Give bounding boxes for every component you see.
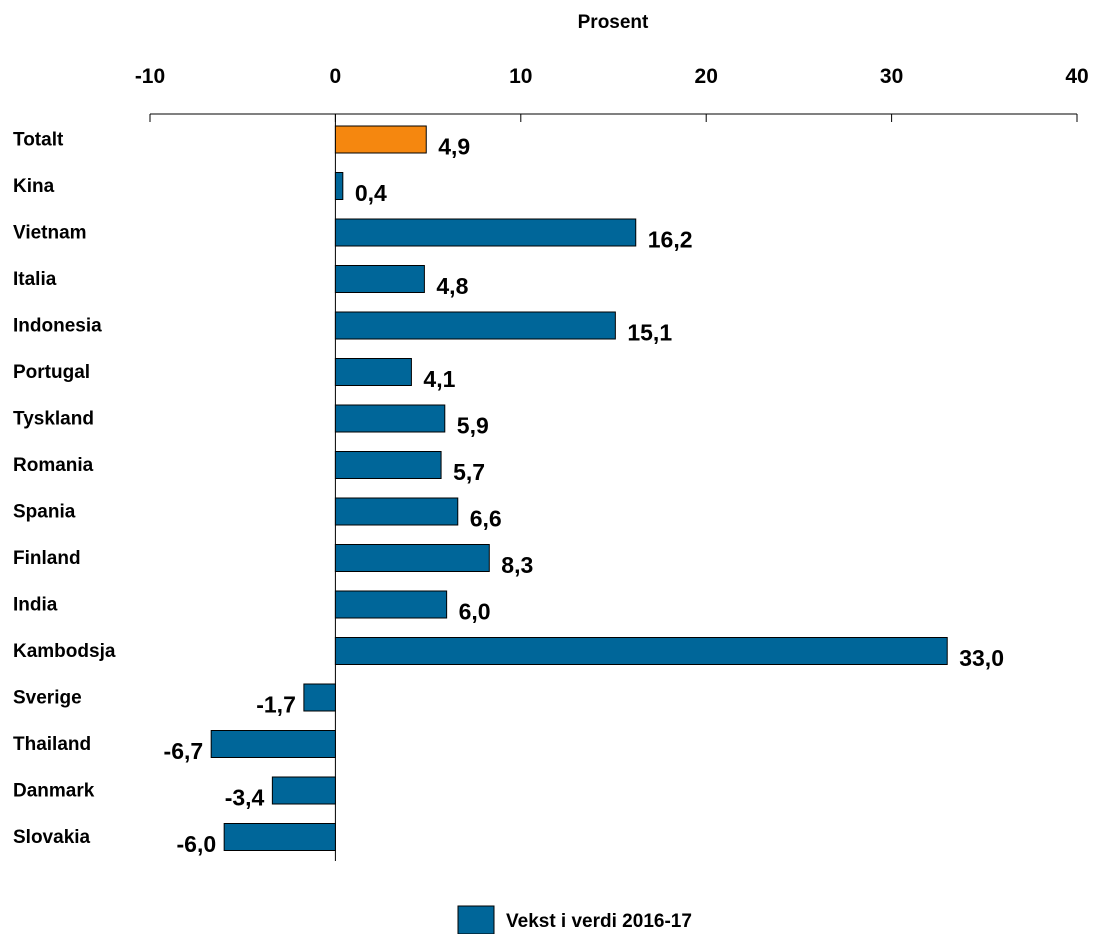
legend-label: Vekst i verdi 2016-17: [506, 911, 692, 932]
category-label: Indonesia: [13, 316, 102, 337]
data-label: -6,7: [164, 738, 204, 764]
category-label: Spania: [13, 502, 76, 523]
data-label: 6,0: [459, 599, 491, 625]
category-label: Italia: [13, 269, 57, 290]
category-label: Kambodsja: [13, 641, 116, 662]
bar: [334, 358, 412, 386]
data-label: 33,0: [959, 645, 1004, 671]
x-tick-label: 10: [509, 65, 532, 88]
bar: [303, 683, 336, 712]
category-label: Sverige: [13, 688, 82, 709]
category-label: Danmark: [13, 781, 95, 802]
bar: [334, 637, 948, 665]
x-tick-label: 40: [1065, 65, 1088, 88]
bar: [334, 218, 637, 247]
bars: Totalt 4,9 Kina 0,4 Vietnam 16,2 Italia 4,8 Indo…: [13, 125, 1004, 857]
bar: [223, 823, 336, 851]
bar: [210, 730, 336, 758]
category-label: Tyskland: [13, 409, 94, 430]
category-label: Romania: [13, 455, 94, 476]
bar: [271, 776, 336, 805]
category-label: Thailand: [13, 734, 91, 755]
bar: [334, 172, 344, 200]
bar: [334, 544, 490, 572]
category-label: Vietnam: [13, 223, 87, 244]
category-label: Kina: [13, 176, 55, 197]
category-label: Finland: [13, 548, 81, 569]
bar: [334, 451, 442, 479]
x-axis-title: Prosent: [578, 12, 649, 33]
data-label: 4,1: [423, 366, 455, 392]
data-label: -3,4: [225, 785, 265, 811]
data-label: 5,9: [457, 413, 489, 439]
category-label: India: [13, 595, 58, 616]
legend-swatch: [457, 905, 495, 934]
data-label: 4,8: [436, 273, 468, 299]
x-tick-label: 0: [330, 65, 342, 88]
bar: [334, 404, 446, 433]
data-label: 0,4: [355, 180, 387, 206]
x-tick-label: -10: [135, 65, 165, 88]
data-label: 16,2: [648, 227, 693, 253]
data-label: 5,7: [453, 459, 485, 485]
bar: [334, 311, 616, 340]
bar: [334, 125, 427, 154]
legend: Vekst i verdi 2016-17: [457, 905, 692, 934]
bar: [334, 497, 459, 526]
category-label: Totalt: [13, 130, 64, 151]
data-label: 8,3: [501, 552, 533, 578]
category-label: Portugal: [13, 362, 90, 383]
data-label: -1,7: [256, 692, 296, 718]
data-label: 6,6: [470, 506, 502, 532]
data-label: 4,9: [438, 134, 470, 160]
bar: [334, 265, 425, 293]
x-tick-label: 20: [695, 65, 718, 88]
bar: [334, 590, 448, 619]
x-tick-label: 30: [880, 65, 903, 88]
category-label: Slovakia: [13, 827, 91, 848]
data-label: -6,0: [177, 831, 217, 857]
data-label: 15,1: [627, 320, 672, 346]
